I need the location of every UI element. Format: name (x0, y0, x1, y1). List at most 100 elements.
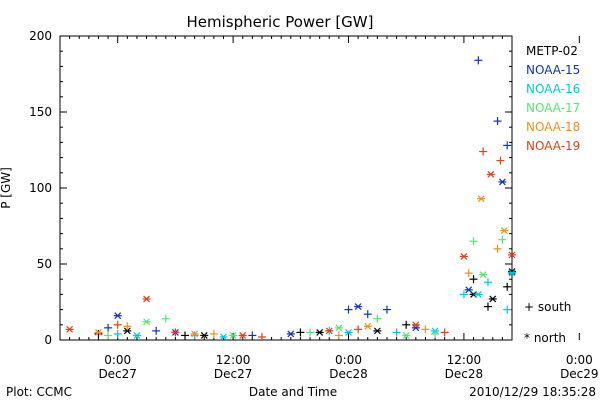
data-point-south (104, 323, 113, 332)
data-point-south (363, 310, 372, 319)
data-point-north (402, 332, 411, 339)
data-point-north (325, 327, 334, 335)
data-point-south (493, 244, 502, 253)
y-axis: 0 50 100 150 200 (29, 29, 512, 347)
x-tick-label-date: Dec28 (445, 367, 484, 381)
marker-legend-entry: * north (524, 331, 566, 345)
marker-legend-entry: + south (524, 300, 571, 314)
data-point-north (286, 330, 295, 338)
x-tick-label-date: Dec28 (329, 367, 368, 381)
chart-title: Hemispheric Power [GW] (187, 13, 374, 31)
data-point-south (190, 331, 199, 340)
data-point-north (142, 318, 151, 326)
data-point-north (477, 195, 486, 203)
data-point-south (306, 328, 315, 337)
data-point-north (142, 295, 151, 303)
footer-timestamp: 2010/12/29 18:35:28 (469, 385, 596, 399)
data-point-north (498, 178, 507, 186)
legend-entry: NOAA-17 (526, 101, 580, 115)
data-point-south (373, 314, 382, 323)
data-point-north (464, 286, 473, 294)
data-point-north (411, 321, 420, 329)
data-point-north (238, 332, 247, 339)
data-point-north (219, 333, 228, 341)
data-point-south (181, 331, 190, 340)
data-point-south (464, 269, 473, 278)
data-point-north (479, 271, 488, 279)
footer-credit: Plot: CCMC (6, 385, 72, 399)
x-tick-label-time: 0:00 (104, 353, 131, 367)
data-point-north (132, 332, 141, 339)
data-point-south (498, 235, 507, 244)
data-point-south (503, 305, 512, 314)
data-point-north (94, 328, 103, 336)
data-point-south (402, 320, 411, 329)
data-point-south (459, 290, 468, 299)
data-point-south (469, 237, 478, 246)
y-tick-label: 100 (29, 181, 52, 195)
data-point-south (113, 320, 122, 329)
x-tick-label-date: Dec27 (98, 367, 137, 381)
legend-entry: METP-02 (526, 44, 578, 58)
data-point-north (474, 290, 483, 298)
data-point-north (459, 252, 468, 260)
data-point-south (344, 305, 353, 314)
legend: METP-02 NOAA-15 NOAA-16 NOAA-17 NOAA-18 NOAA-… (526, 44, 580, 153)
data-point-north (113, 312, 122, 320)
data-point-south (496, 156, 505, 165)
y-axis-label: P [GW] (0, 167, 13, 209)
data-point-south (334, 331, 343, 340)
data-point-north (200, 332, 209, 339)
data-point-south (152, 326, 161, 335)
x-tick-label-date: Dec27 (214, 367, 253, 381)
marker-legend: + south * north (524, 300, 571, 345)
y-tick-label: 200 (29, 29, 52, 43)
legend-entry: NOAA-15 (526, 63, 580, 77)
data-point-north (363, 322, 372, 330)
legend-entry: NOAA-19 (526, 139, 580, 153)
data-point-north (488, 295, 497, 303)
data-point-north (315, 328, 324, 336)
data-point-north (486, 170, 495, 178)
legend-entry: NOAA-18 (526, 120, 580, 134)
x-tick-label-date: Dec29 (560, 367, 599, 381)
x-tick-label-time: 12:00 (216, 353, 251, 367)
data-point-south (469, 275, 478, 284)
data-point-south (503, 141, 512, 150)
x-tick-label-time: 12:00 (447, 353, 482, 367)
data-point-south (209, 329, 218, 338)
data-point-south (161, 314, 170, 323)
data-point-south (354, 325, 363, 334)
y-tick-label: 0 (44, 333, 52, 347)
y-tick-label: 50 (37, 257, 52, 271)
data-point-south (483, 302, 492, 311)
data-point-south (257, 332, 266, 341)
data-point-south (296, 328, 305, 337)
data-point-south (483, 278, 492, 287)
data-point-north (354, 303, 363, 310)
data-point-north (190, 330, 199, 338)
data-point-north (229, 332, 238, 339)
x-tick-label-time: 0:00 (335, 353, 362, 367)
data-point-south (392, 328, 401, 337)
data-point-north (123, 327, 132, 335)
data-point-south (123, 322, 132, 331)
data-point-south (474, 56, 483, 65)
data-point-south (440, 328, 449, 337)
data-point-south (94, 329, 103, 338)
data-point-south (503, 282, 512, 291)
data-point-south (479, 147, 488, 156)
legend-entry: NOAA-16 (526, 82, 580, 96)
data-point-north (500, 227, 509, 234)
x-axis: 0:00Dec2712:00Dec270:00Dec2812:00Dec280:… (59, 36, 599, 381)
data-point-north (508, 251, 516, 259)
data-point-south (493, 117, 502, 126)
data-point-south (248, 331, 257, 340)
data-point-south (382, 305, 391, 314)
data-point-south (113, 329, 122, 338)
plot-area (65, 56, 516, 341)
data-point-south (421, 325, 430, 334)
x-axis-label: Date and Time (249, 385, 337, 399)
data-point-north (344, 328, 353, 336)
